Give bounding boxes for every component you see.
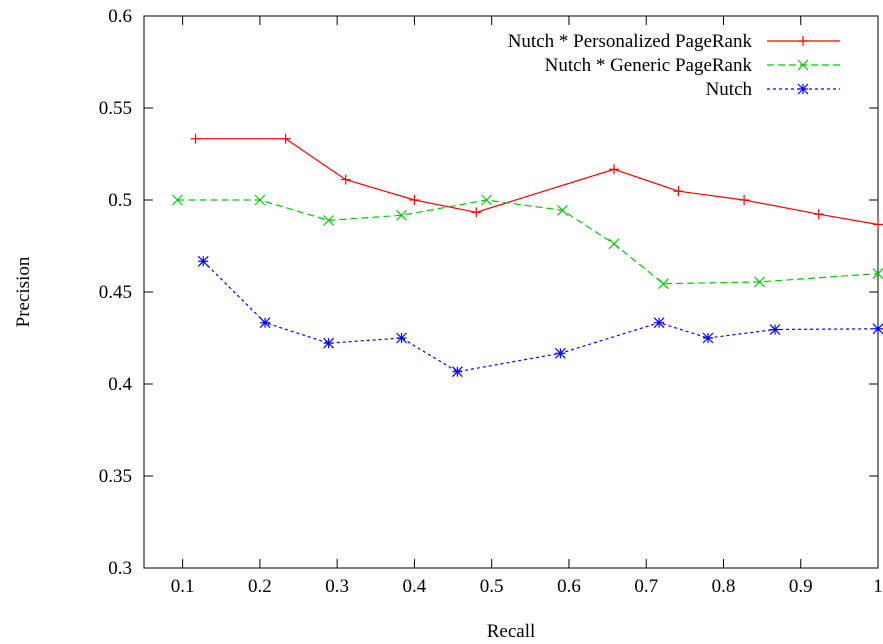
legend-label: Nutch * Generic PageRank — [545, 55, 753, 76]
legend-item-3: Nutch — [706, 79, 840, 100]
legend-item-2: Nutch * Generic PageRank — [545, 55, 840, 76]
series-3-line — [202, 260, 879, 373]
legend-marker-sample — [798, 36, 808, 46]
y-axis-title: Precision — [13, 256, 34, 327]
x-tick-label: 0.4 — [403, 576, 427, 597]
legend-marker-sample — [797, 59, 809, 71]
x-axis-title: Recall — [487, 621, 536, 642]
y-tick-label: 0.6 — [108, 6, 132, 27]
series-1-point — [340, 174, 351, 185]
y-tick-label: 0.4 — [108, 374, 132, 395]
series-1-point — [739, 195, 750, 205]
series-2-line — [177, 199, 879, 285]
series-2-point — [396, 209, 407, 221]
series-3 — [197, 255, 883, 378]
series-3-point — [769, 324, 781, 335]
series-layer — [172, 133, 883, 378]
series-3-point — [197, 255, 209, 267]
x-tick-label: 0.5 — [480, 576, 504, 597]
legend: Nutch * Personalized PageRank Nutch * Gen… — [508, 31, 840, 100]
series-2-point — [557, 204, 568, 216]
series-2 — [172, 194, 883, 290]
series-3-point — [702, 332, 714, 344]
series-2-point — [172, 194, 183, 206]
series-2-point — [657, 278, 669, 290]
y-tick-label: 0.3 — [108, 558, 132, 579]
series-2-point — [254, 194, 266, 206]
series-1-point — [280, 133, 291, 144]
series-1-point — [190, 133, 201, 144]
series-1-point — [873, 219, 883, 230]
series-1-point — [608, 164, 619, 175]
axis-ticks: 0.1 0.2 0.3 0.4 0.5 0.6 0.7 0.8 0.9 1 0.3 0.35 0.4 0.… — [99, 6, 883, 597]
series-3-point — [396, 332, 407, 344]
x-tick-label: 0.6 — [557, 576, 581, 597]
legend-item-1: Nutch * Personalized PageRank — [508, 31, 840, 52]
series-2-point — [481, 194, 492, 206]
x-tick-label: 0.8 — [712, 576, 736, 597]
series-2-point — [323, 214, 335, 226]
series-3-point — [653, 317, 665, 329]
series-1-point — [471, 207, 482, 218]
series-2-point — [754, 276, 765, 288]
y-tick-label: 0.5 — [108, 190, 132, 211]
x-tick-label: 0.3 — [325, 576, 349, 597]
legend-marker-sample — [797, 83, 809, 95]
x-tick-label: 0.1 — [171, 576, 195, 597]
series-3-point — [259, 317, 271, 329]
series-3-point — [451, 366, 463, 378]
series-2-point — [872, 268, 883, 280]
y-tick-label: 0.55 — [99, 98, 132, 119]
y-tick-label: 0.35 — [99, 466, 132, 487]
series-3-point — [872, 323, 883, 335]
series-1-line — [195, 138, 879, 226]
legend-label: Nutch — [706, 79, 753, 100]
x-tick-label: 1 — [873, 576, 883, 597]
series-1-point — [409, 195, 420, 205]
legend-label: Nutch * Personalized PageRank — [508, 31, 753, 52]
series-3-point — [323, 337, 335, 349]
x-tick-label: 0.9 — [789, 576, 813, 597]
x-tick-label: 0.2 — [248, 576, 272, 597]
series-2-point — [608, 238, 620, 250]
series-1-point — [813, 209, 824, 220]
y-tick-label: 0.45 — [99, 282, 132, 303]
series-1 — [190, 133, 883, 230]
series-3-point — [554, 347, 566, 359]
x-tick-label: 0.7 — [634, 576, 658, 597]
plot-frame — [143, 15, 879, 569]
series-1-point — [673, 186, 684, 197]
